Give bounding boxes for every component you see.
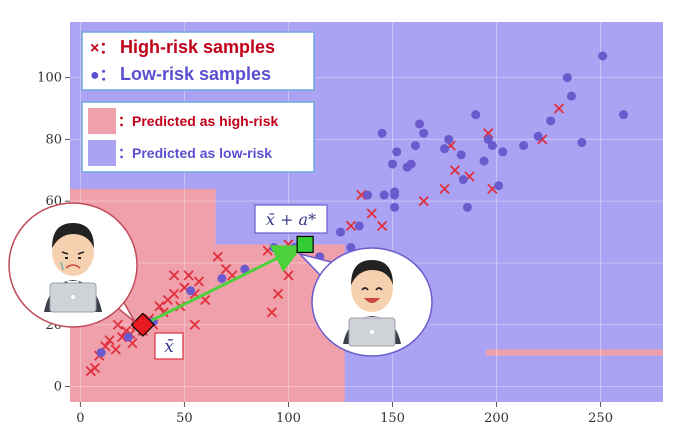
high-risk-point — [266, 307, 277, 318]
low-risk-point — [462, 202, 472, 212]
high-risk-point — [104, 335, 115, 346]
legend-low-marker: ●： — [90, 67, 116, 84]
counterfactual-sample-marker — [296, 235, 314, 254]
low-risk-point — [390, 190, 400, 200]
high-risk-point — [168, 288, 180, 300]
high-risk-point — [112, 319, 123, 330]
high-risk-point — [553, 103, 565, 114]
low-risk-point — [240, 264, 250, 274]
x-tick-label: 100 — [276, 411, 301, 426]
low-risk-point — [479, 156, 489, 166]
original-sample-marker — [130, 312, 155, 337]
low-risk-point — [498, 147, 508, 157]
high-risk-point — [366, 208, 377, 219]
low-risk-point — [494, 181, 504, 191]
happy-person-illustration — [297, 247, 433, 357]
counterfactual-label-box — [254, 204, 328, 234]
y-tick-label: 100 — [37, 71, 62, 86]
low-risk-point — [392, 147, 402, 157]
low-risk-point — [440, 144, 450, 154]
x-tick-label: 200 — [484, 411, 509, 426]
high-risk-region-2 — [486, 349, 663, 356]
y-tick-label: 80 — [45, 132, 62, 147]
legend-low-region-prefix: ： — [118, 145, 132, 161]
legend-low-swatch — [88, 140, 116, 166]
low-risk-point — [415, 119, 425, 129]
legend-high-region-prefix: ： — [118, 113, 132, 129]
legend-regions: ： Predicted as high-risk ： Predicted as … — [81, 101, 315, 173]
low-risk-point — [377, 128, 387, 138]
low-risk-point — [123, 332, 133, 342]
original-label-box — [154, 332, 184, 360]
legend-low-risk-samples: Low-risk samples — [120, 64, 271, 84]
low-risk-point — [471, 110, 481, 120]
legend-high-risk-samples: High-risk samples — [120, 37, 275, 57]
low-risk-point — [419, 128, 429, 138]
low-risk-point — [96, 348, 106, 358]
legend-regions-box — [81, 101, 315, 173]
x-tick-label: 50 — [176, 411, 193, 426]
low-risk-point — [410, 141, 420, 151]
low-risk-point — [406, 159, 416, 169]
low-risk-point — [186, 286, 196, 296]
y-tick-label: 0 — [54, 380, 62, 395]
high-risk-point — [439, 183, 450, 194]
low-risk-point — [598, 51, 608, 61]
x-tick-label: 0 — [76, 411, 84, 426]
low-risk-point — [346, 243, 356, 253]
low-risk-point — [562, 73, 572, 83]
low-risk-point — [379, 190, 389, 200]
counterfactual-label: x̄ + a* — [266, 210, 316, 229]
low-risk-point — [388, 159, 398, 169]
low-risk-point — [458, 175, 468, 185]
original-label: x̄ — [164, 337, 174, 357]
low-risk-point — [269, 243, 279, 253]
low-risk-point — [546, 116, 556, 126]
high-risk-point — [418, 196, 429, 207]
high-risk-point — [168, 270, 180, 281]
low-risk-point — [363, 190, 373, 200]
legend-predicted-high: Predicted as high-risk — [132, 113, 278, 129]
low-risk-point — [390, 202, 400, 212]
high-risk-point — [154, 301, 165, 312]
low-risk-point — [456, 150, 466, 160]
worried-person-illustration — [8, 202, 138, 328]
low-risk-point — [487, 141, 497, 151]
high-risk-point — [89, 362, 101, 374]
x-tick-label: 250 — [588, 411, 613, 426]
high-risk-point — [272, 288, 284, 300]
legend-high-marker: ×： — [90, 40, 115, 57]
data-points — [85, 51, 628, 377]
counterfactual-arrow — [151, 245, 304, 322]
legend-high-swatch — [88, 108, 116, 134]
low-risk-point — [217, 273, 227, 283]
low-risk-point — [354, 221, 364, 231]
high-risk-point — [449, 165, 461, 176]
high-risk-point — [345, 220, 357, 232]
low-risk-point — [566, 91, 576, 101]
low-risk-point — [577, 137, 587, 147]
x-tick-label: 150 — [380, 411, 405, 426]
low-risk-point — [618, 110, 628, 120]
legend-samples-box — [81, 31, 315, 91]
high-risk-point — [189, 319, 200, 330]
low-risk-point — [335, 227, 345, 237]
high-risk-point — [193, 276, 205, 287]
legend-predicted-low: Predicted as low-risk — [132, 145, 272, 161]
high-risk-point — [183, 270, 194, 281]
high-risk-point — [376, 220, 388, 232]
legend-samples: ×： High-risk samples ●： Low-risk samples — [81, 31, 315, 91]
high-risk-point — [200, 294, 211, 306]
low-risk-point — [444, 134, 454, 144]
low-risk-point — [519, 141, 529, 151]
high-risk-point — [283, 270, 294, 281]
high-risk-point — [110, 344, 121, 355]
low-risk-point — [533, 131, 543, 141]
high-risk-point — [212, 251, 223, 262]
